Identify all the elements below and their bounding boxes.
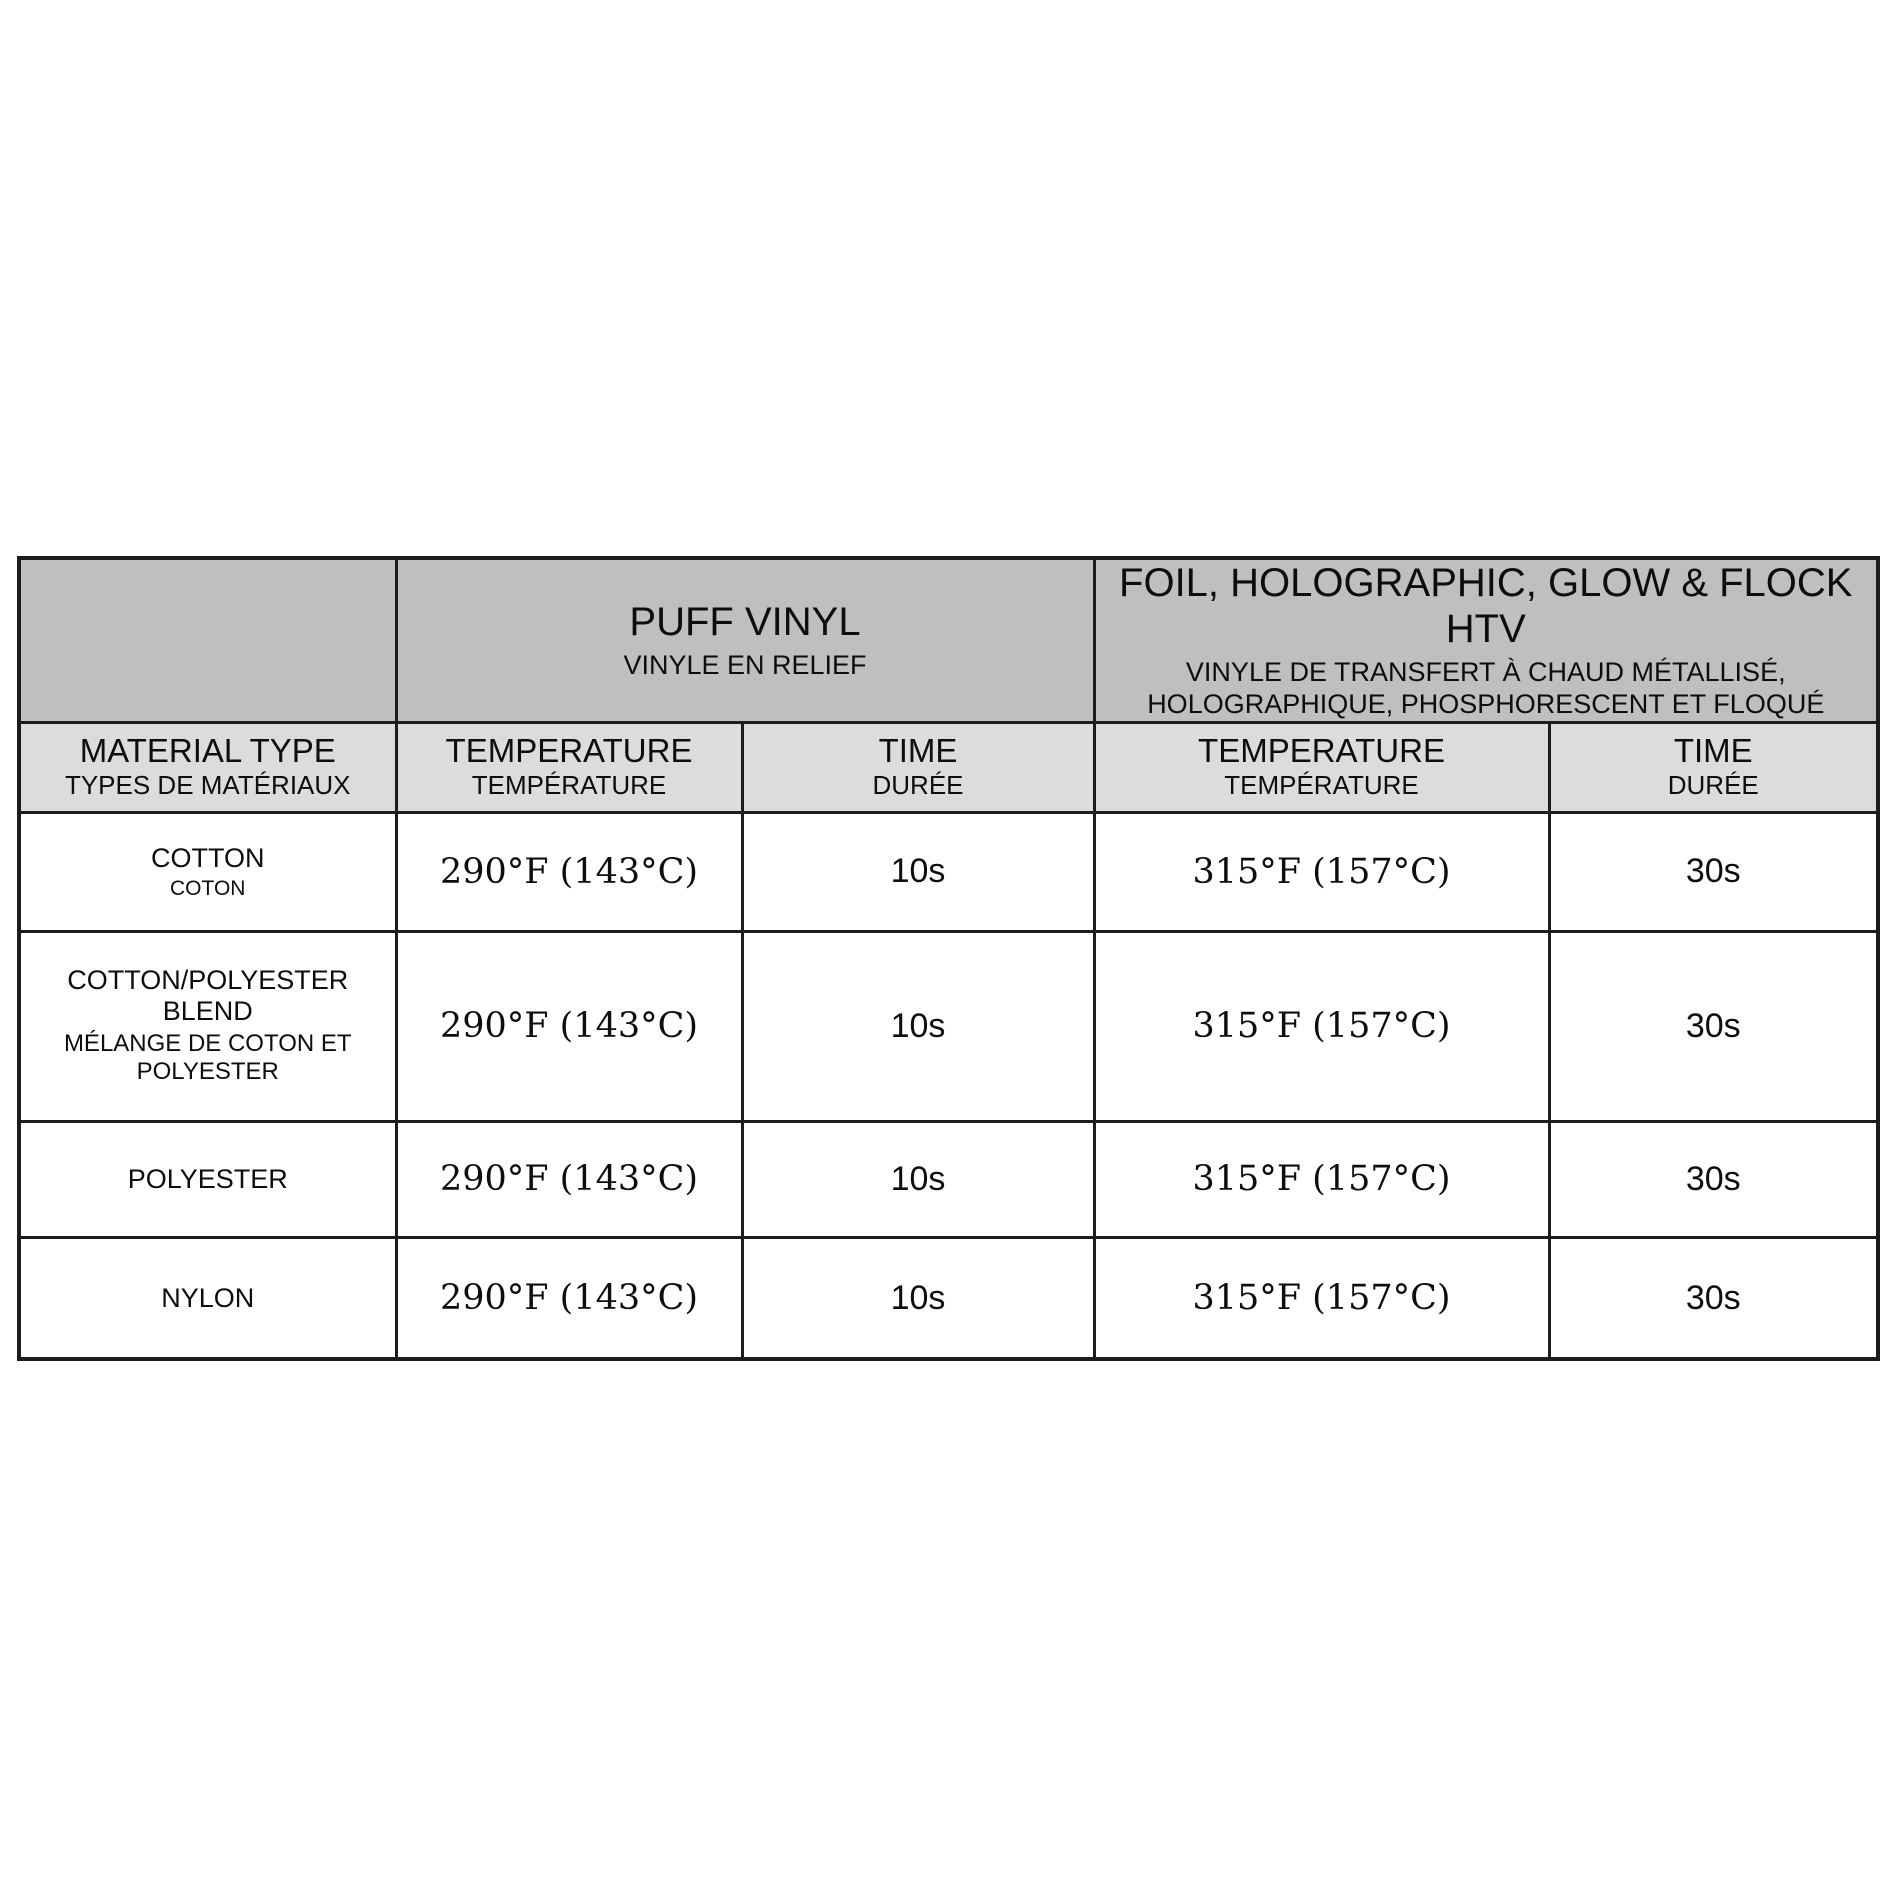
puff-time-label-en: TIME — [878, 732, 958, 770]
table-row-polyester: POLYESTER 290°F (143°C) 10s 315°F (157°C… — [17, 1119, 1880, 1239]
col-header-puff-time: TIME DURÉE — [740, 720, 1096, 814]
material-name-fr: COTON — [170, 876, 246, 900]
col-header-material-type: MATERIAL TYPE TYPES DE MATÉRIAUX — [17, 720, 398, 814]
puff-time-label-fr: DURÉE — [872, 770, 964, 801]
col-header-foil-time: TIME DURÉE — [1547, 720, 1880, 814]
material-name: COTTON/POLYESTER BLEND — [67, 965, 349, 1027]
foil-time-label-en: TIME — [1673, 732, 1753, 770]
col-header-puff-temperature: TEMPERATURE TEMPÉRATURE — [394, 720, 744, 814]
foil-time-label-fr: DURÉE — [1667, 770, 1759, 801]
group-header-foil-htv: FOIL, HOLOGRAPHIC, GLOW & FLOCK HTV VINY… — [1092, 556, 1880, 724]
material-name: COTTON — [151, 842, 265, 873]
material-name: POLYESTER — [127, 1163, 288, 1194]
foil-time-value: 30s — [1547, 1119, 1880, 1239]
foil-temperature-value: 315°F (157°C) — [1092, 1119, 1551, 1239]
foil-time-value: 30s — [1547, 1235, 1880, 1361]
table-row-cotton: COTTON COTON 290°F (143°C) 10s 315°F (15… — [17, 810, 1880, 933]
puff-time-value: 10s — [740, 1235, 1096, 1361]
foil-temperature-value: 315°F (157°C) — [1092, 810, 1551, 933]
material-cell: NYLON — [17, 1235, 398, 1361]
foil-htv-title: FOIL, HOLOGRAPHIC, GLOW & FLOCK HTV — [1119, 561, 1853, 651]
puff-time-value: 10s — [740, 810, 1096, 933]
material-cell: POLYESTER — [17, 1119, 398, 1239]
col-header-foil-temperature: TEMPERATURE TEMPÉRATURE — [1092, 720, 1551, 814]
puff-temperature-value: 290°F (143°C) — [394, 929, 744, 1123]
puff-temperature-label-en: TEMPERATURE — [445, 732, 693, 770]
material-type-label-fr: TYPES DE MATÉRIAUX — [64, 770, 351, 801]
foil-htv-subtitle: VINYLE DE TRANSFERT À CHAUD MÉTALLISÉ, H… — [1147, 657, 1825, 720]
puff-vinyl-subtitle: VINYLE EN RELIEF — [623, 650, 867, 681]
puff-temperature-value: 290°F (143°C) — [394, 1119, 744, 1239]
foil-time-value: 30s — [1547, 810, 1880, 933]
material-name-fr: MÉLANGE DE COTON ET POLYESTER — [63, 1029, 352, 1086]
group-header-row: PUFF VINYL VINYLE EN RELIEF FOIL, HOLOGR… — [17, 556, 1880, 724]
material-cell: COTTON COTON — [17, 810, 398, 933]
material-type-label-en: MATERIAL TYPE — [79, 732, 336, 770]
puff-time-value: 10s — [740, 929, 1096, 1123]
foil-temperature-label-en: TEMPERATURE — [1198, 732, 1445, 770]
column-header-row: MATERIAL TYPE TYPES DE MATÉRIAUX TEMPERA… — [17, 720, 1880, 814]
foil-temperature-label-fr: TEMPÉRATURE — [1224, 770, 1419, 801]
foil-temperature-value: 315°F (157°C) — [1092, 1235, 1551, 1361]
puff-time-value: 10s — [740, 1119, 1096, 1239]
foil-temperature-value: 315°F (157°C) — [1092, 929, 1551, 1123]
group-header-puff-vinyl: PUFF VINYL VINYLE EN RELIEF — [394, 556, 1096, 724]
puff-temperature-label-fr: TEMPÉRATURE — [471, 770, 667, 801]
material-name: NYLON — [161, 1282, 255, 1313]
puff-vinyl-title: PUFF VINYL — [629, 600, 861, 645]
corner-cell — [17, 556, 398, 724]
heat-press-settings-table: PUFF VINYL VINYLE EN RELIEF FOIL, HOLOGR… — [17, 556, 1881, 1362]
foil-time-value: 30s — [1547, 929, 1880, 1123]
puff-temperature-value: 290°F (143°C) — [394, 1235, 744, 1361]
material-cell: COTTON/POLYESTER BLEND MÉLANGE DE COTON … — [17, 929, 398, 1123]
table-row-nylon: NYLON 290°F (143°C) 10s 315°F (157°C) 30… — [17, 1235, 1880, 1361]
table-row-cotton-polyester-blend: COTTON/POLYESTER BLEND MÉLANGE DE COTON … — [17, 929, 1880, 1123]
puff-temperature-value: 290°F (143°C) — [394, 810, 744, 933]
